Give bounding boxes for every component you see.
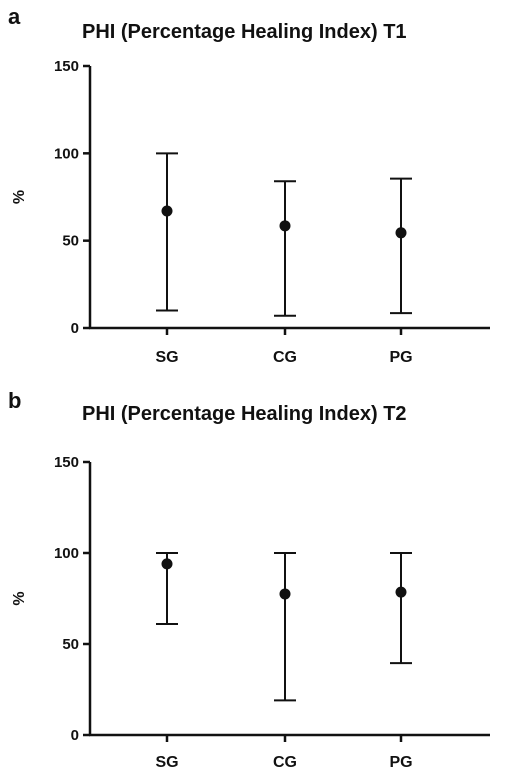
y-tick-label: 150 xyxy=(54,454,79,471)
y-tick-label: 150 xyxy=(54,58,79,75)
data-point xyxy=(395,227,407,239)
plot-area: 0 50 100 150% SG CG PG xyxy=(11,454,490,768)
panel-letter: b xyxy=(8,388,21,413)
data-point xyxy=(161,205,173,217)
data-point xyxy=(279,588,291,600)
chart-panel-b: b PHI (Percentage Healing Index) T2 0 50 1… xyxy=(0,384,506,768)
chart-title: PHI (Percentage Healing Index) T1 xyxy=(82,21,407,43)
y-axis-label: % xyxy=(11,190,28,204)
x-tick-label: SG xyxy=(155,349,178,366)
error-bar xyxy=(390,552,412,665)
y-tick-label: 0 xyxy=(71,320,79,337)
y-tick-label: 0 xyxy=(71,727,79,744)
y-axis-label: % xyxy=(11,591,28,605)
x-tick-label: CG xyxy=(273,754,297,768)
x-tick-label: PG xyxy=(389,349,412,366)
x-tick-label: CG xyxy=(273,349,297,366)
data-point xyxy=(395,586,407,598)
panel-letter: a xyxy=(8,4,21,29)
y-tick-label: 100 xyxy=(54,545,79,562)
y-tick-label: 50 xyxy=(62,233,79,250)
data-point xyxy=(161,558,173,570)
plot-area: 0 50 100 150% SG CG PG xyxy=(11,58,490,366)
x-tick-label: PG xyxy=(389,754,412,768)
chart-panel-a: a PHI (Percentage Healing Index) T1 0 50 1… xyxy=(8,4,490,366)
data-point xyxy=(279,220,291,232)
chart-b-svg: b PHI (Percentage Healing Index) T2 0 50 1… xyxy=(8,388,490,768)
error-bar xyxy=(274,180,296,317)
y-tick-label: 50 xyxy=(62,636,79,653)
chart-title: PHI (Percentage Healing Index) T2 xyxy=(82,403,407,425)
error-bar xyxy=(390,177,412,315)
error-bar xyxy=(156,152,178,312)
y-tick-label: 100 xyxy=(54,145,79,162)
chart-a-svg: a PHI (Percentage Healing Index) T1 0 50 1… xyxy=(8,4,490,366)
error-bar xyxy=(274,552,296,702)
x-tick-label: SG xyxy=(155,754,178,768)
